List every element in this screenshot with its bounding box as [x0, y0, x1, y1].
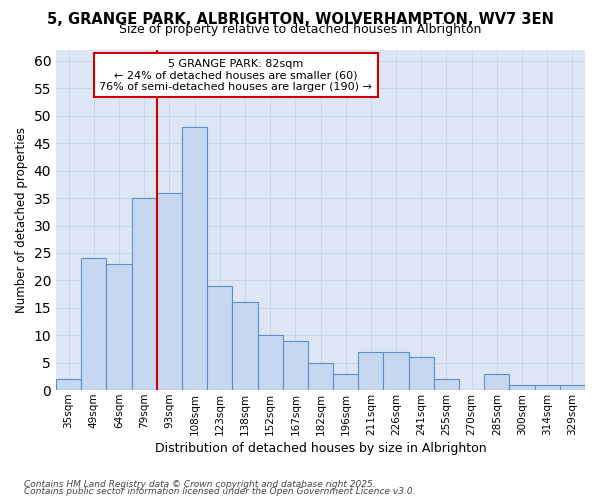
- Bar: [232, 302, 257, 390]
- Bar: [409, 357, 434, 390]
- Text: Size of property relative to detached houses in Albrighton: Size of property relative to detached ho…: [119, 22, 481, 36]
- Bar: [333, 374, 358, 390]
- Text: Contains public sector information licensed under the Open Government Licence v3: Contains public sector information licen…: [24, 487, 415, 496]
- Bar: [257, 336, 283, 390]
- Bar: [157, 192, 182, 390]
- Bar: [308, 362, 333, 390]
- Bar: [535, 384, 560, 390]
- Bar: [182, 127, 207, 390]
- Bar: [358, 352, 383, 390]
- Bar: [560, 384, 585, 390]
- Text: 5 GRANGE PARK: 82sqm
← 24% of detached houses are smaller (60)
76% of semi-detac: 5 GRANGE PARK: 82sqm ← 24% of detached h…: [100, 58, 373, 92]
- Bar: [56, 379, 81, 390]
- Text: 5, GRANGE PARK, ALBRIGHTON, WOLVERHAMPTON, WV7 3EN: 5, GRANGE PARK, ALBRIGHTON, WOLVERHAMPTO…: [47, 12, 553, 28]
- Y-axis label: Number of detached properties: Number of detached properties: [15, 127, 28, 313]
- Bar: [509, 384, 535, 390]
- Bar: [207, 286, 232, 390]
- Bar: [81, 258, 106, 390]
- Bar: [106, 264, 131, 390]
- Bar: [131, 198, 157, 390]
- Bar: [383, 352, 409, 390]
- Bar: [434, 379, 459, 390]
- Text: Contains HM Land Registry data © Crown copyright and database right 2025.: Contains HM Land Registry data © Crown c…: [24, 480, 376, 489]
- X-axis label: Distribution of detached houses by size in Albrighton: Distribution of detached houses by size …: [155, 442, 487, 455]
- Bar: [484, 374, 509, 390]
- Bar: [283, 341, 308, 390]
